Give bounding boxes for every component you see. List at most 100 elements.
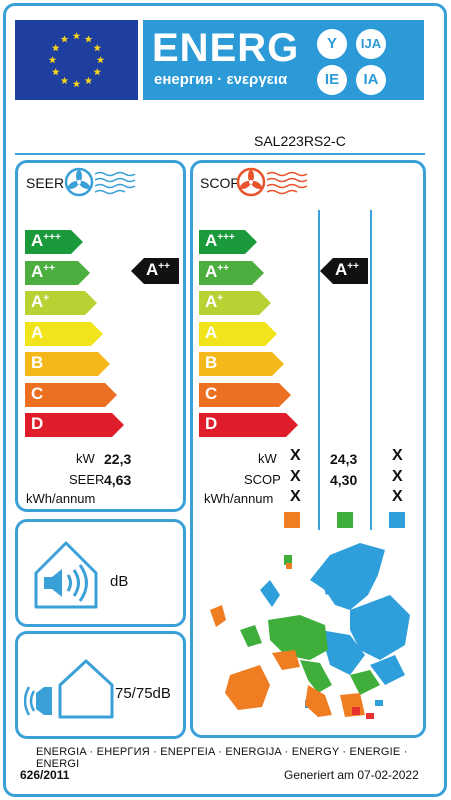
eu-star-icon (93, 44, 102, 52)
scop-col2-kw: 24,3 (330, 451, 358, 467)
eu-star-icon (60, 76, 69, 85)
scop-class-letter: A (205, 231, 218, 250)
scop-class-arrow: B (199, 352, 284, 376)
scop-kw-label: kW (258, 451, 277, 466)
seer-class-sup: + (43, 293, 50, 304)
outdoor-noise-panel (15, 631, 186, 739)
scop-class-label: C (205, 384, 217, 404)
fan-heat-icon (236, 167, 308, 202)
seer-kw-label: kW (76, 451, 95, 466)
seer-title: SEER (26, 175, 65, 191)
regulation-number: 626/2011 (20, 768, 70, 782)
seer-class-indicator: A++ (131, 258, 179, 284)
seer-class-label: A (31, 323, 43, 343)
scop-class-letter: D (205, 414, 218, 433)
seer-class-arrow: B (25, 352, 110, 376)
seer-class-label: A+++ (31, 231, 61, 251)
eu-star-icon (84, 35, 93, 43)
scop-class-indicator: A++ (320, 258, 368, 284)
label-frame (3, 3, 447, 797)
seer-class-arrow: D (25, 413, 124, 437)
scop-class-arrow: C (199, 383, 291, 407)
lang-code-ija: IJA (356, 29, 386, 59)
seer-kw-value: 22,3 (104, 451, 132, 467)
seer-class-sup: ++ (43, 263, 55, 274)
seer-kwh-label: kWh/annum (26, 491, 96, 506)
seer-class-letter: A (31, 323, 44, 342)
scop-class-letter: C (205, 384, 218, 403)
energy-subtitle: енергия · ενεργεια (154, 71, 288, 88)
seer-class-letter: B (31, 353, 44, 372)
scop-class-label: B (205, 353, 217, 373)
seer-indicator-letter: A (146, 260, 159, 279)
scop-class-letter: A (205, 323, 218, 342)
eu-star-icon (72, 32, 81, 40)
seer-class-arrow: A (25, 322, 103, 346)
scop-class-label: D (205, 414, 217, 434)
lang-code-y: Y (317, 29, 347, 59)
scop-class-letter: A (205, 262, 218, 281)
energy-word: ENERG (152, 26, 300, 70)
scop-indicator-sup: ++ (347, 261, 359, 272)
scop-indicator-letter: A (335, 260, 348, 279)
seer-seer-label: SEER (69, 472, 105, 487)
scop-class-arrow: D (199, 413, 298, 437)
generated-date: Generiert am 07-02-2022 (284, 768, 419, 782)
scop-class-label: A+++ (205, 231, 235, 251)
seer-class-arrow: C (25, 383, 117, 407)
seer-class-letter: C (31, 384, 44, 403)
scop-scop-label: SCOP (244, 472, 281, 487)
scop-class-letter: B (205, 353, 218, 372)
fan-cool-icon (64, 167, 136, 202)
seer-class-label: C (31, 384, 43, 404)
scop-class-sup: +++ (217, 232, 235, 243)
seer-panel (15, 160, 186, 512)
scop-class-sup: + (217, 293, 224, 304)
seer-class-arrow: A+ (25, 291, 97, 315)
seer-class-label: D (31, 414, 43, 434)
scop-class-arrow: A+++ (199, 230, 257, 254)
seer-class-arrow: A++ (25, 261, 90, 285)
footer-languages: ENERGIA · ЕНЕРГИЯ · ΕΝΕΡΓΕΙΑ · ENERGIJA … (36, 746, 408, 770)
seer-seer-value: 4,63 (104, 472, 132, 488)
scop-col3-kwh: X (392, 488, 403, 505)
seer-indicator-sup: ++ (158, 261, 170, 272)
scop-column-divider-2 (370, 210, 372, 530)
average-zone-swatch (337, 512, 353, 528)
model-number: SAL223RS2-C (254, 133, 346, 149)
europe-climate-map-icon (200, 535, 420, 735)
seer-class-letter: A (31, 292, 44, 311)
scop-class-label: A+ (205, 292, 223, 312)
eu-star-icon (72, 80, 81, 88)
seer-class-label: A+ (31, 292, 49, 312)
eu-star-icon (51, 68, 60, 76)
eu-star-icon (93, 68, 102, 76)
seer-class-label: A++ (31, 262, 55, 282)
lang-code-ia: IA (356, 65, 386, 95)
seer-class-letter: A (31, 231, 44, 250)
seer-class-sup: +++ (43, 232, 61, 243)
outdoor-speaker-icon (23, 655, 114, 725)
scop-col1-kw: X (290, 447, 301, 464)
scop-class-arrow: A++ (199, 261, 264, 285)
scop-column-divider-1 (318, 210, 320, 530)
indoor-noise-value: dB (110, 573, 129, 590)
outdoor-noise-value: 75/75dB (115, 685, 171, 702)
lang-code-ie: IE (317, 65, 347, 95)
eu-star-icon (84, 76, 93, 85)
scop-col3-kw: X (392, 447, 403, 464)
seer-class-letter: D (31, 414, 44, 433)
scop-col3-scop: X (392, 468, 403, 485)
scop-class-letter: A (205, 292, 218, 311)
scop-class-sup: ++ (217, 263, 229, 274)
seer-class-label: B (31, 353, 43, 373)
scop-col1-scop: X (290, 468, 301, 485)
seer-class-arrow: A+++ (25, 230, 83, 254)
scop-class-label: A (205, 323, 217, 343)
eu-flag-icon (15, 20, 138, 100)
indoor-speaker-icon (30, 537, 102, 614)
warm-zone-swatch (284, 512, 300, 528)
scop-class-arrow: A+ (199, 291, 271, 315)
eu-star-icon (96, 56, 105, 64)
scop-class-label: A++ (205, 262, 229, 282)
